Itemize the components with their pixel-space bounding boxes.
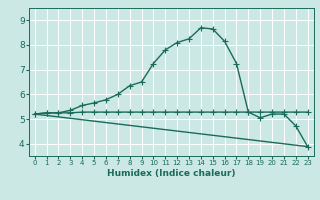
X-axis label: Humidex (Indice chaleur): Humidex (Indice chaleur) bbox=[107, 169, 236, 178]
